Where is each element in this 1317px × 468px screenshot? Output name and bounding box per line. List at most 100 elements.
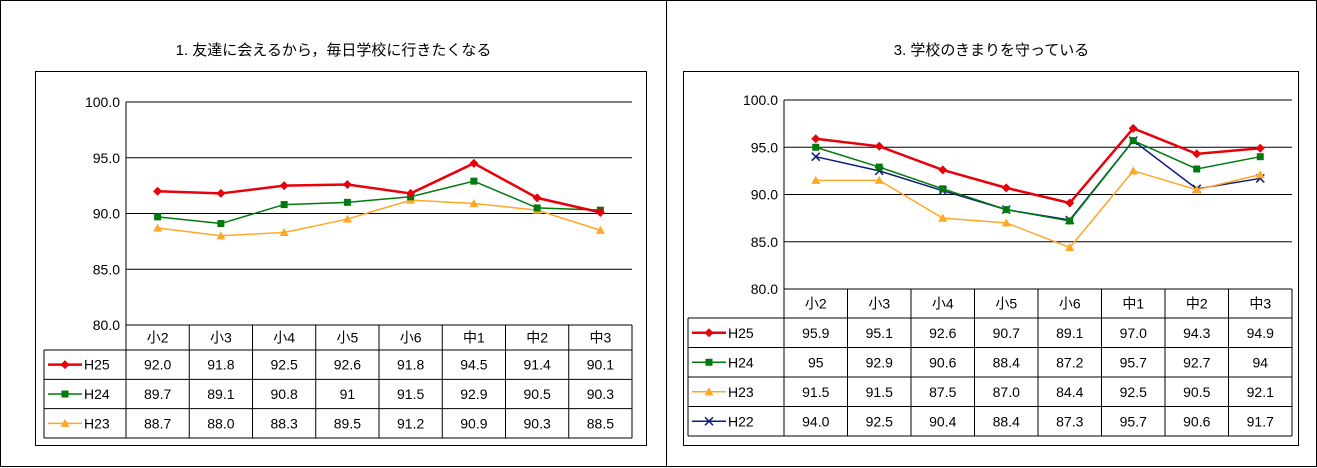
data-label-H24: 88.4 xyxy=(993,354,1020,370)
data-label-H22: 91.7 xyxy=(1247,413,1274,429)
series-line-H25 xyxy=(157,161,601,214)
x-tick-label: 中3 xyxy=(589,330,611,346)
data-label-H24: 91.5 xyxy=(397,386,424,402)
data-label-H25: 90.7 xyxy=(993,325,1020,341)
series-line-H24 xyxy=(157,180,601,225)
data-label-H23: 88.3 xyxy=(271,415,298,431)
data-label-H23: 92.1 xyxy=(1247,384,1274,400)
data-label-H23: 91.5 xyxy=(802,384,829,400)
data-label-H24: 95.7 xyxy=(1120,354,1147,370)
data-label-H24: 90.8 xyxy=(271,386,298,402)
series-line-H25 xyxy=(815,126,1261,205)
data-point-H25 xyxy=(1192,149,1202,159)
data-label-H23: 90.3 xyxy=(524,415,551,431)
data-point-H25 xyxy=(1128,123,1138,133)
data-label-H22: 90.4 xyxy=(929,413,956,429)
data-label-H23: 87.5 xyxy=(929,384,956,400)
data-point-H25 xyxy=(1065,198,1075,208)
data-label-H22: 88.4 xyxy=(993,413,1020,429)
data-point-H23 xyxy=(216,231,226,240)
data-point-H24 xyxy=(1129,137,1137,145)
data-label-H24: 91 xyxy=(340,386,356,402)
data-point-H23 xyxy=(1065,242,1075,252)
data-point-H23 xyxy=(1255,170,1265,179)
data-point-H25 xyxy=(1255,143,1265,153)
x-tick-label: 小2 xyxy=(147,330,169,346)
data-label-H23: 87.0 xyxy=(993,384,1020,400)
data-label-H23: 89.5 xyxy=(334,415,361,431)
x-tick-label: 小3 xyxy=(210,330,232,346)
legend-label-H25: H25 xyxy=(84,357,110,373)
data-point-H22 xyxy=(811,152,821,162)
data-label-H23: 91.5 xyxy=(866,384,893,400)
data-label-H24: 90.5 xyxy=(524,386,551,402)
data-point-H25 xyxy=(342,180,352,190)
data-label-H25: 94.5 xyxy=(460,357,487,373)
legend-label-H24: H24 xyxy=(728,354,754,370)
chart-left: 100.0 95.0 90.0 85.0 80.0 小2 小3 小4 小5 小6 中1 中2 中3 H25… xyxy=(43,94,633,439)
y-tick-label: 90.0 xyxy=(751,187,778,203)
data-point-H24 xyxy=(533,204,541,212)
x-tick-label: 中2 xyxy=(1186,296,1208,312)
x-tick-label: 小6 xyxy=(400,330,422,346)
chart-title-right: 3. 学校のきまりを守っている xyxy=(893,42,1090,59)
x-tick-label: 中1 xyxy=(463,330,485,346)
legend-label-H24: H24 xyxy=(84,386,110,402)
chart-panel-right: 3. 学校のきまりを守っている 100.0 95.0 90.0 85.0 80.0 小2 小… xyxy=(666,0,1317,467)
data-label-H24: 90.6 xyxy=(929,354,956,370)
data-label-H23: 90.9 xyxy=(460,415,487,431)
data-label-H24: 92.7 xyxy=(1183,354,1210,370)
data-label-H25: 94.9 xyxy=(1247,325,1274,341)
data-point-H23 xyxy=(938,213,948,222)
data-label-H24: 90.3 xyxy=(587,386,614,402)
legend-label-H25: H25 xyxy=(728,325,754,341)
data-label-H24: 92.9 xyxy=(460,386,487,402)
data-label-H22: 90.6 xyxy=(1183,413,1210,429)
data-point-H25 xyxy=(406,188,416,198)
data-point-H24 xyxy=(217,220,225,228)
data-point-H23 xyxy=(1192,185,1202,194)
y-tick-label: 80.0 xyxy=(751,281,778,297)
data-point-H23 xyxy=(811,175,821,184)
x-tick-label: 小6 xyxy=(1059,296,1081,312)
data-point-H23 xyxy=(874,175,884,184)
data-label-H24: 89.7 xyxy=(144,386,171,402)
data-point-H23 xyxy=(469,198,479,208)
x-tick-label: 小4 xyxy=(273,330,295,346)
data-label-H25: 92.5 xyxy=(271,357,298,373)
data-label-H25: 89.1 xyxy=(1056,325,1083,341)
data-label-H24: 89.1 xyxy=(207,386,234,402)
data-point-H23 xyxy=(595,225,605,234)
y-tick-label: 85.0 xyxy=(751,234,778,250)
data-point-H25 xyxy=(153,186,163,196)
data-label-H25: 92.6 xyxy=(334,357,361,373)
legend-marker-H24 xyxy=(61,390,69,398)
legend-marker-H23 xyxy=(704,387,714,396)
y-tick-label: 80.0 xyxy=(93,317,120,333)
series-line-H24 xyxy=(815,139,1261,222)
legend-marker-H22 xyxy=(704,416,714,426)
data-label-H25: 91.4 xyxy=(524,357,551,373)
data-label-H23: 92.5 xyxy=(1120,384,1147,400)
data-point-H24 xyxy=(812,143,820,151)
legend-marker-H25 xyxy=(60,360,70,370)
data-point-H25 xyxy=(532,193,542,203)
data-point-H23 xyxy=(1001,218,1011,227)
y-tick-label: 100.0 xyxy=(85,94,120,110)
legend-marker-H25 xyxy=(704,328,714,338)
x-tick-label: 小2 xyxy=(805,296,827,312)
data-point-H25 xyxy=(469,158,479,168)
data-point-H24 xyxy=(1193,165,1201,173)
data-label-H23: 88.5 xyxy=(587,415,614,431)
data-label-H25: 97.0 xyxy=(1120,325,1147,341)
data-point-H25 xyxy=(874,141,884,151)
data-label-H25: 90.1 xyxy=(587,357,614,373)
data-point-H24 xyxy=(280,201,288,209)
data-label-H25: 91.8 xyxy=(207,357,234,373)
data-label-H24: 87.2 xyxy=(1056,354,1083,370)
data-label-H22: 94.0 xyxy=(802,413,829,429)
x-tick-label: 小5 xyxy=(995,296,1017,312)
data-point-H23 xyxy=(153,223,163,232)
legend-marker-H23 xyxy=(60,418,70,427)
y-tick-label: 95.0 xyxy=(751,139,778,155)
